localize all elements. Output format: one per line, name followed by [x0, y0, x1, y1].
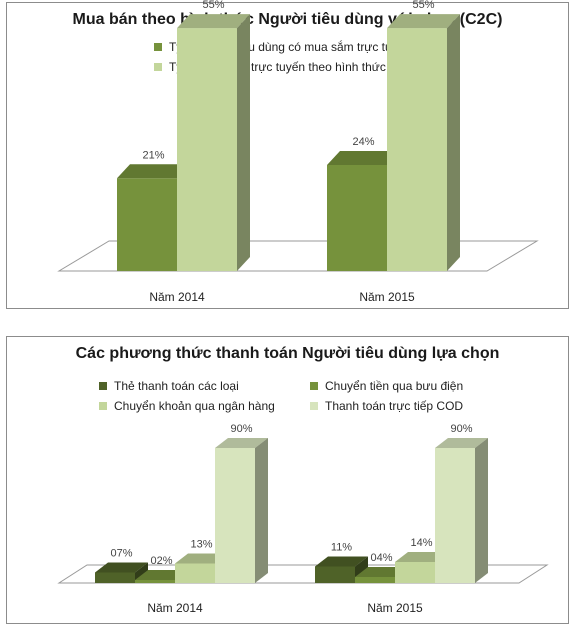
data-label: 55% [202, 0, 224, 11]
bar-side [237, 14, 250, 271]
bar-top [215, 438, 268, 448]
chart-title: Các phương thức thanh toán Người tiêu dù… [75, 345, 500, 362]
chart-plot-area: 07% 02% 13% 90% Năm 2014 11% 04% 14% 90% Năm 2015 [57, 423, 549, 615]
bar-front [175, 563, 215, 583]
data-label: 07% [110, 548, 132, 560]
legend-label: Thanh toán trực tiếp COD [325, 399, 464, 413]
bar-front [315, 566, 355, 583]
bar-top [95, 562, 148, 573]
legend-swatch [154, 43, 162, 51]
legend-swatch [154, 63, 162, 71]
legend-swatch [310, 402, 318, 410]
bar-top [117, 164, 190, 179]
category-label: Năm 2014 [147, 601, 203, 615]
bar-side [475, 438, 488, 583]
bar-top [395, 552, 448, 562]
data-label: 55% [412, 0, 434, 11]
legend-entry: Chuyển tiền qua bưu điện [310, 379, 463, 393]
legend-swatch [99, 402, 107, 410]
bar-front [135, 580, 175, 583]
data-label: 14% [410, 537, 432, 549]
bar-front [395, 562, 435, 583]
chart-payment-methods: Các phương thức thanh toán Người tiêu dù… [6, 336, 569, 624]
bar-top [135, 570, 188, 580]
data-label: 13% [190, 539, 212, 551]
bar-side [447, 14, 460, 271]
data-label: 21% [142, 149, 164, 161]
bar-front [355, 577, 395, 583]
bar-front [327, 165, 387, 271]
bar-front [95, 572, 135, 583]
legend-entry: Thẻ thanh toán các loại [99, 379, 239, 393]
bar-top [175, 553, 228, 564]
chart-c2c: Mua bán theo hình thức Người tiêu dùng v… [6, 0, 569, 309]
data-label: 04% [370, 552, 392, 564]
category-label: Năm 2015 [367, 601, 423, 615]
bar-top [435, 438, 488, 448]
category-label: Năm 2015 [359, 290, 415, 304]
legend-entry: Thanh toán trực tiếp COD [310, 399, 463, 413]
bar-top [355, 567, 408, 577]
data-label: 90% [230, 423, 252, 435]
bar-top [387, 14, 460, 29]
legend-label: Chuyển khoản qua ngân hàng [114, 399, 275, 413]
bar-front [435, 448, 475, 583]
bar-top [327, 151, 400, 165]
data-label: 24% [352, 136, 374, 148]
bar-front [177, 28, 237, 272]
data-label: 90% [450, 423, 472, 435]
data-label: 02% [150, 555, 172, 567]
legend-swatch [310, 382, 318, 390]
legend-entry: Chuyển khoản qua ngân hàng [99, 399, 275, 413]
category-label: Năm 2014 [149, 290, 205, 304]
legend-label: Chuyển tiền qua bưu điện [325, 379, 464, 393]
legend-swatch [99, 382, 107, 390]
legend-label: Thẻ thanh toán các loại [114, 379, 239, 393]
bar-top [177, 14, 250, 29]
data-label: 11% [331, 542, 352, 554]
bar-front [387, 28, 447, 272]
bar-front [215, 448, 255, 583]
chart-plot-area: 21% 55% Năm 2014 24% 55% Năm 2015 [57, 0, 539, 304]
bar-front [117, 178, 177, 271]
bar-top [315, 556, 368, 567]
bar-side [255, 438, 268, 583]
